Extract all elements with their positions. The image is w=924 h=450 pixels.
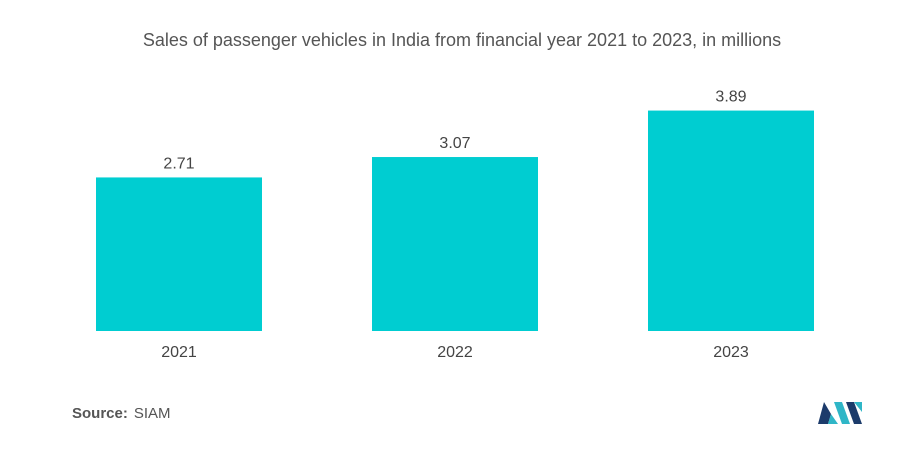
source-note: Source: SIAM (72, 405, 171, 422)
category-labels-group: 2021 2022 2023 (161, 344, 749, 361)
source-label: Source: (72, 405, 128, 422)
bars-group (96, 110, 814, 331)
chart-title: Sales of passenger vehicles in India fro… (142, 30, 782, 50)
value-label-2021: 2.71 (163, 155, 194, 172)
category-label-2022: 2022 (437, 344, 473, 361)
value-labels-group: 2.71 3.07 3.89 (163, 89, 746, 173)
bar-2023 (648, 110, 814, 331)
category-label-2021: 2021 (161, 344, 197, 361)
value-label-2022: 3.07 (439, 135, 470, 152)
mn-logo-icon (818, 402, 862, 424)
bar-2021 (96, 177, 262, 331)
category-label-2023: 2023 (713, 344, 749, 361)
source-value: SIAM (133, 405, 171, 422)
value-label-2023: 3.89 (715, 89, 746, 106)
bar-2022 (372, 157, 538, 331)
